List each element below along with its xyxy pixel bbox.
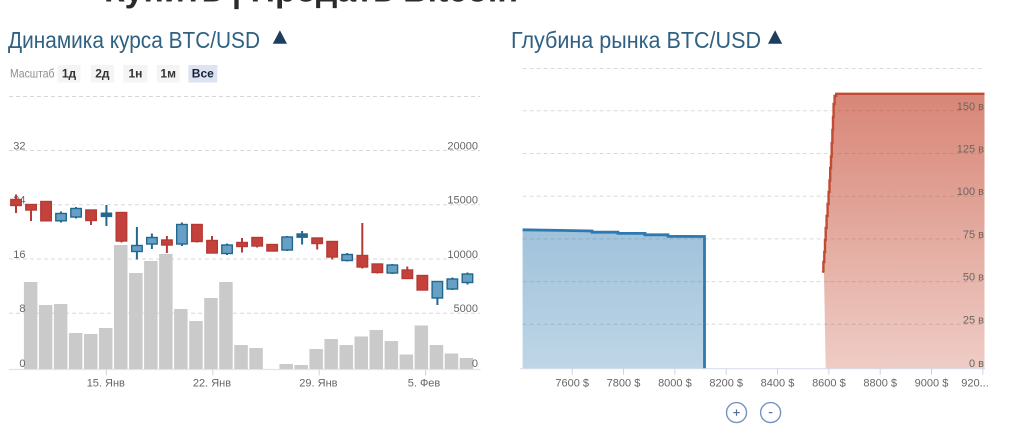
svg-text:Глубина рынка BTC/USD: Глубина рынка BTC/USD [511,27,761,53]
svg-text:125 в: 125 в [957,144,984,156]
svg-text:Масштаб: Масштаб [10,67,55,81]
svg-text:15. Янв: 15. Янв [87,378,125,390]
svg-text:1м: 1м [160,67,176,81]
svg-text:8600 $: 8600 $ [812,378,846,390]
svg-text:22. Янв: 22. Янв [193,378,231,390]
svg-text:8000 $: 8000 $ [658,378,692,390]
svg-text:8400 $: 8400 $ [761,378,795,390]
svg-text:16: 16 [13,249,25,261]
svg-text:50 в: 50 в [963,272,984,284]
svg-text:7600 $: 7600 $ [555,378,589,390]
svg-text:Динамика курса BTC/USD: Динамика курса BTC/USD [8,27,260,53]
svg-text:75 в: 75 в [963,229,984,241]
svg-text:920...: 920... [961,378,989,390]
svg-text:10000: 10000 [447,249,478,261]
svg-text:25 в: 25 в [963,314,984,326]
svg-text:8800 $: 8800 $ [863,378,897,390]
svg-text:32: 32 [13,141,25,153]
svg-text:5. Фев: 5. Фев [408,378,441,390]
svg-text:150 в: 150 в [957,101,984,113]
svg-text:9000 $: 9000 $ [915,378,949,390]
svg-text:0: 0 [472,358,478,370]
svg-text:0: 0 [19,358,25,370]
svg-text:Купить | Продать Bitcoin: Купить | Продать Bitcoin [104,0,518,9]
svg-text:8200 $: 8200 $ [709,378,743,390]
svg-text:5000: 5000 [454,303,478,315]
svg-text:1н: 1н [128,67,142,81]
svg-text:2д: 2д [95,67,110,81]
svg-text:7800 $: 7800 $ [607,378,641,390]
svg-text:Все: Все [192,67,214,81]
svg-text:8: 8 [19,303,25,315]
svg-text:20000: 20000 [447,141,478,153]
svg-text:0 в: 0 в [969,358,984,370]
svg-text:100 в: 100 в [957,186,984,198]
svg-text:29. Янв: 29. Янв [299,378,337,390]
svg-text:1д: 1д [62,67,77,81]
svg-text:15000: 15000 [447,195,478,207]
